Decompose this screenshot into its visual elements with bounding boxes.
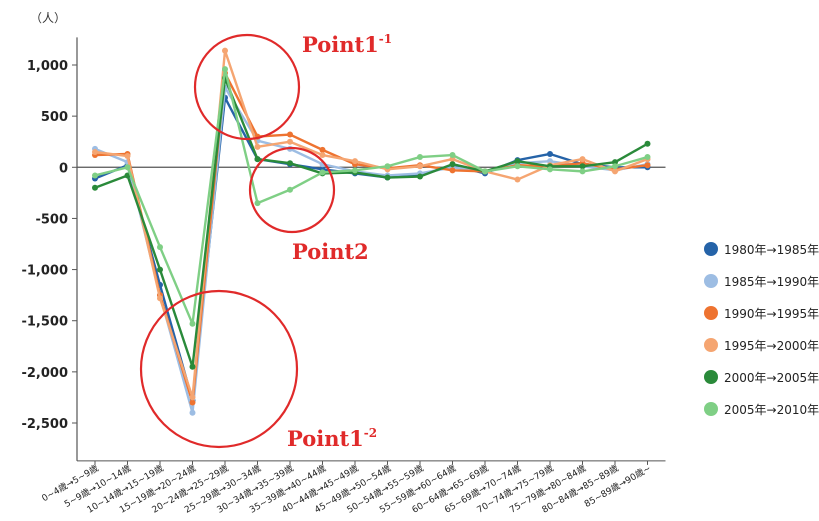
data-point: [579, 168, 586, 175]
data-point: [92, 148, 98, 155]
data-point: [417, 173, 423, 180]
series-group: [92, 84, 651, 416]
data-point: [189, 363, 196, 370]
highlight-circle: [193, 33, 301, 141]
series-lines: [92, 47, 651, 416]
data-point: [547, 150, 553, 157]
annotation-label: Point2: [292, 239, 369, 264]
series-group: [92, 66, 651, 327]
legend-item: 1980年→1985年: [704, 238, 819, 260]
annotation-label: Point1-2: [287, 426, 377, 451]
legend-item: 1990年→1995年: [704, 302, 819, 324]
data-point: [644, 154, 651, 161]
data-point: [579, 163, 586, 170]
data-point: [417, 154, 423, 161]
legend-marker: [704, 370, 718, 384]
annotations: Point1-1 Point2 Point1-2: [139, 32, 392, 451]
data-point: [124, 164, 131, 171]
data-point: [319, 152, 326, 159]
series-line: [94, 67, 648, 325]
legend-item: 1995年→2000年: [704, 334, 819, 356]
data-point: [287, 131, 293, 138]
y-tick-label: -2,500: [21, 417, 68, 432]
data-point: [449, 167, 456, 174]
y-tick-label: -2,000: [21, 366, 68, 381]
data-point: [449, 161, 456, 168]
data-point: [287, 160, 293, 167]
y-tick-label: -1,000: [21, 264, 68, 279]
legend-marker: [704, 402, 718, 416]
highlight-circle: [248, 146, 336, 234]
legend-item: 2005年→2010年: [704, 398, 819, 420]
data-point: [352, 158, 358, 165]
legend-marker: [704, 306, 718, 320]
data-point: [417, 163, 423, 170]
data-point: [157, 244, 163, 251]
data-point: [644, 162, 651, 169]
legend-label: 1990年→1995年: [724, 306, 819, 321]
axes: [76, 37, 666, 462]
legend-marker: [704, 338, 718, 352]
legend-item: 2000年→2005年: [704, 366, 819, 388]
data-point: [449, 152, 456, 159]
data-point: [189, 409, 196, 416]
data-point: [189, 394, 196, 401]
data-point: [189, 399, 196, 406]
y-tick-label: 0: [59, 161, 68, 176]
legend-label: 1980年→1985年: [724, 242, 819, 257]
data-point: [482, 168, 488, 175]
data-point: [547, 166, 553, 173]
legend: 1980年→1985年 1985年→1990年 1990年→1995年 1995年→2…: [704, 238, 819, 430]
series-group: [92, 47, 651, 401]
data-point: [514, 158, 521, 165]
legend-marker: [704, 242, 718, 256]
data-point: [287, 186, 293, 193]
series-line: [94, 49, 648, 399]
data-point: [92, 172, 98, 179]
series-group: [92, 75, 651, 370]
y-tick-label: 500: [41, 110, 68, 125]
series-group: [92, 94, 651, 404]
legend-label: 1995年→2000年: [724, 338, 819, 353]
y-tick-label: -500: [35, 212, 68, 227]
annotation-label: Point1-1: [302, 32, 392, 57]
data-point: [514, 176, 521, 183]
data-point: [579, 156, 586, 163]
legend-label: 1985年→1990年: [724, 274, 819, 289]
data-point: [514, 163, 521, 170]
data-point: [254, 156, 261, 163]
data-point: [157, 295, 163, 302]
legend-label: 2000年→2005年: [724, 370, 819, 385]
data-point: [352, 167, 358, 174]
legend-marker: [704, 274, 718, 288]
data-point: [319, 169, 326, 176]
data-point: [124, 153, 131, 160]
y-tick-label: 1,000: [27, 59, 68, 74]
data-point: [254, 200, 261, 207]
data-point: [254, 143, 261, 150]
y-axis-unit-label: （人）: [30, 11, 66, 25]
data-point: [612, 163, 618, 170]
series-line: [94, 86, 648, 414]
data-point: [222, 66, 228, 73]
y-tick-label: -1,500: [21, 315, 68, 330]
data-point: [644, 140, 651, 147]
data-point: [384, 163, 391, 170]
data-point: [384, 174, 391, 181]
data-point: [157, 266, 163, 273]
data-point: [319, 146, 326, 153]
x-tick-labels: 0~4歳→5~9歳5~9歳→10~14歳10~14歳→15~19歳15~19歳→…: [39, 460, 653, 516]
data-point: [92, 184, 98, 191]
data-point: [189, 320, 196, 327]
data-point: [222, 47, 228, 54]
data-point: [287, 138, 293, 145]
y-tick-labels: 1,000 500 0 -500 -1,000 -1,500 -2,000 -2,500: [21, 59, 77, 432]
legend-label: 2005年→2010年: [724, 402, 819, 417]
series-line: [94, 77, 649, 368]
legend-item: 1985年→1990年: [704, 270, 819, 292]
data-point: [612, 168, 618, 175]
highlight-circle: [139, 289, 299, 449]
